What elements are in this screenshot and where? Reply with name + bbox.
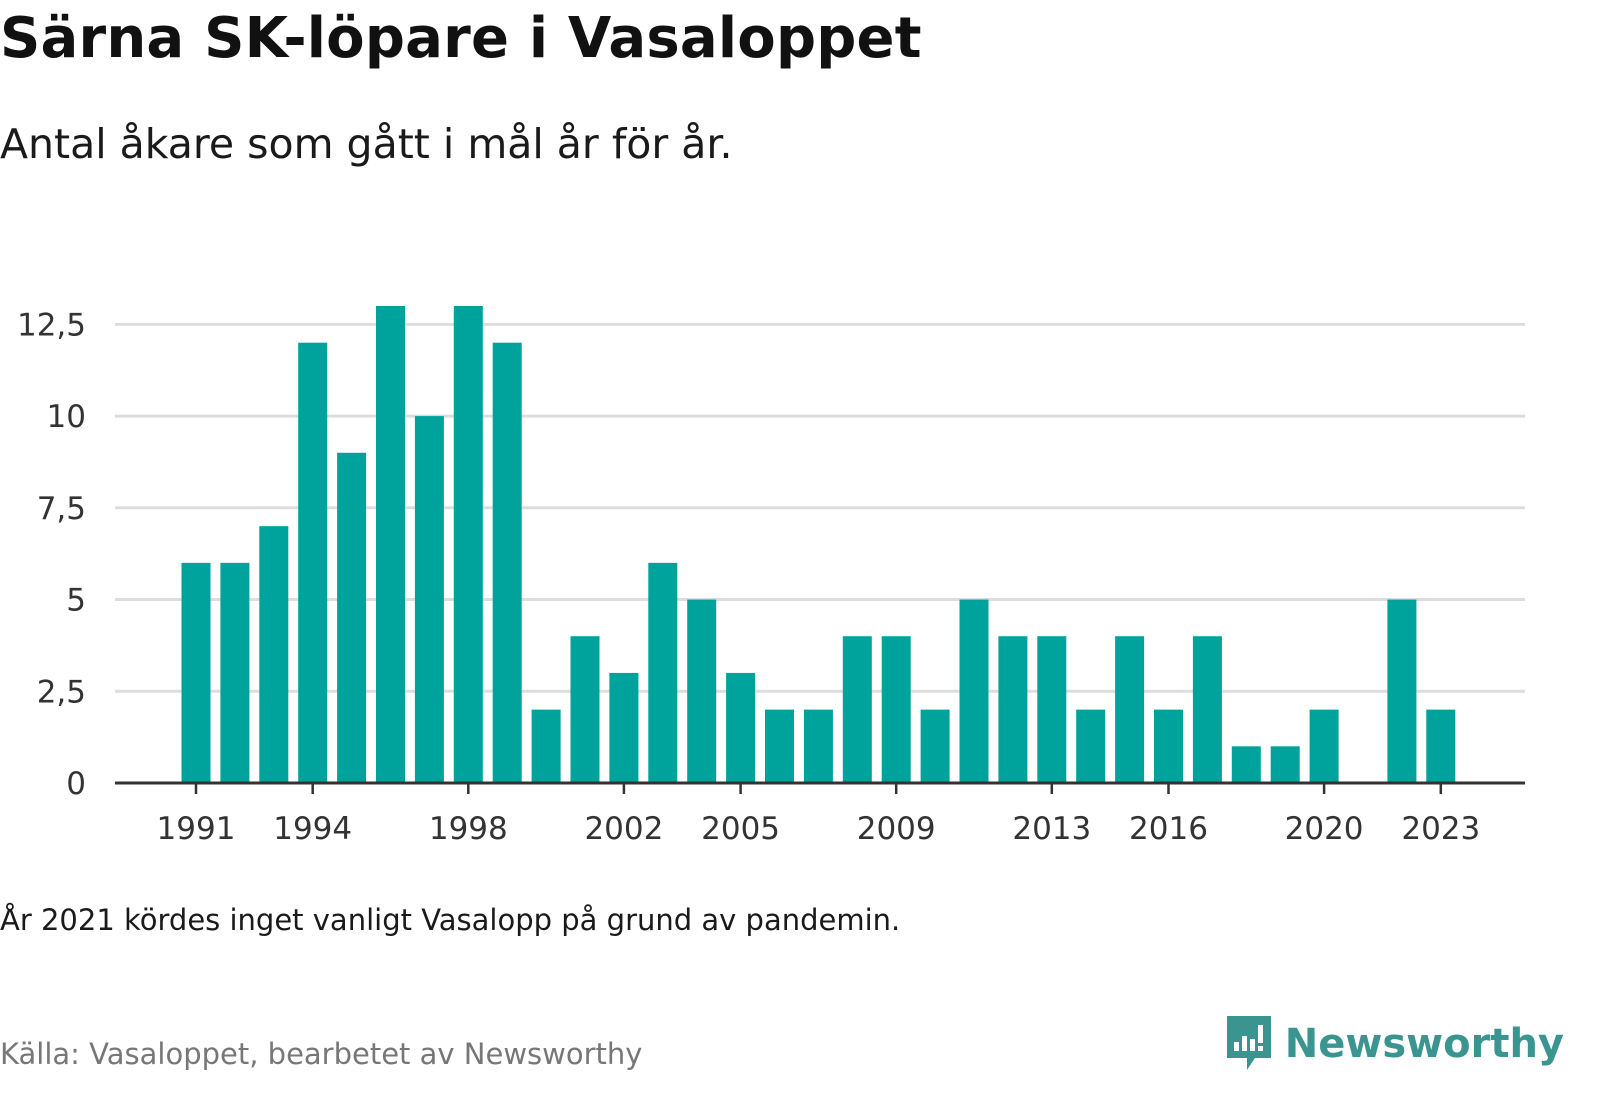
x-tick-label: 1998 bbox=[429, 811, 508, 847]
y-tick-label: 2,5 bbox=[37, 674, 86, 710]
y-axis-ticks: 0 2,5 5 7,5 10 12,5 bbox=[17, 307, 86, 802]
bar-2013 bbox=[1037, 636, 1067, 783]
bar-2011 bbox=[959, 599, 989, 783]
brand-name: Newsworthy bbox=[1284, 1021, 1564, 1067]
bar-2007 bbox=[803, 709, 833, 783]
bar-1996 bbox=[376, 306, 405, 783]
bar-2004 bbox=[687, 599, 717, 783]
bar-2022 bbox=[1387, 599, 1417, 783]
bar-2008 bbox=[842, 636, 872, 783]
bar-2010 bbox=[920, 709, 950, 783]
bars bbox=[181, 306, 1456, 783]
bar-2009 bbox=[881, 636, 911, 783]
source-credit: Källa: Vasaloppet, bearbetet av Newswort… bbox=[0, 1037, 643, 1071]
bar-2002 bbox=[609, 672, 639, 783]
bar-1992 bbox=[220, 562, 250, 783]
chart-title: Särna SK-löpare i Vasaloppet bbox=[0, 6, 922, 71]
bar-1995 bbox=[337, 452, 367, 783]
x-tick-label: 2013 bbox=[1012, 811, 1091, 847]
bar-1994 bbox=[298, 342, 328, 783]
x-tick-label: 1994 bbox=[273, 811, 352, 847]
bar-1997 bbox=[414, 416, 444, 783]
x-tick-label: 2016 bbox=[1129, 811, 1208, 847]
chart-footnote: År 2021 kördes inget vanligt Vasalopp på… bbox=[0, 903, 901, 937]
bar-2015 bbox=[1115, 636, 1145, 783]
bar-1991 bbox=[181, 562, 211, 783]
bar-1993 bbox=[259, 526, 289, 783]
x-axis-ticks: 1991 1994 1998 2002 2005 2009 2013 2016 2020 2023 bbox=[157, 783, 1480, 847]
x-tick-label: 2005 bbox=[701, 811, 780, 847]
x-tick-label: 2009 bbox=[857, 811, 936, 847]
bar-2001 bbox=[570, 636, 600, 783]
x-tick-label: 2020 bbox=[1285, 811, 1364, 847]
bar-chart: 0 2,5 5 7,5 10 12,5 1991 1994 1998 2002 2005 2009 2… bbox=[17, 306, 1525, 847]
bar-2020 bbox=[1309, 709, 1339, 783]
bar-2014 bbox=[1076, 709, 1106, 783]
x-tick-label: 2023 bbox=[1401, 811, 1480, 847]
bar-2012 bbox=[998, 636, 1028, 783]
bar-2005 bbox=[726, 672, 756, 783]
bar-2006 bbox=[765, 709, 794, 783]
chart-subtitle: Antal åkare som gått i mål år för år. bbox=[0, 120, 733, 168]
x-tick-label: 2002 bbox=[584, 811, 663, 847]
bar-2018 bbox=[1231, 746, 1261, 783]
bar-2019 bbox=[1270, 746, 1300, 783]
newsworthy-logo-icon bbox=[1226, 1016, 1271, 1070]
y-tick-label: 10 bbox=[47, 399, 86, 435]
bar-1999 bbox=[492, 342, 522, 783]
bar-2023 bbox=[1426, 709, 1456, 783]
bar-2000 bbox=[531, 709, 561, 783]
bar-2003 bbox=[648, 562, 678, 783]
x-tick-label: 1991 bbox=[157, 811, 236, 847]
brand-logo[interactable]: Newsworthy bbox=[1223, 1014, 1564, 1074]
y-tick-label: 7,5 bbox=[37, 491, 86, 527]
bar-2016 bbox=[1154, 709, 1183, 783]
y-tick-label: 12,5 bbox=[17, 307, 86, 343]
y-tick-label: 5 bbox=[66, 583, 86, 619]
bar-2017 bbox=[1192, 636, 1222, 783]
y-tick-label: 0 bbox=[66, 766, 86, 802]
bar-1998 bbox=[453, 306, 483, 783]
